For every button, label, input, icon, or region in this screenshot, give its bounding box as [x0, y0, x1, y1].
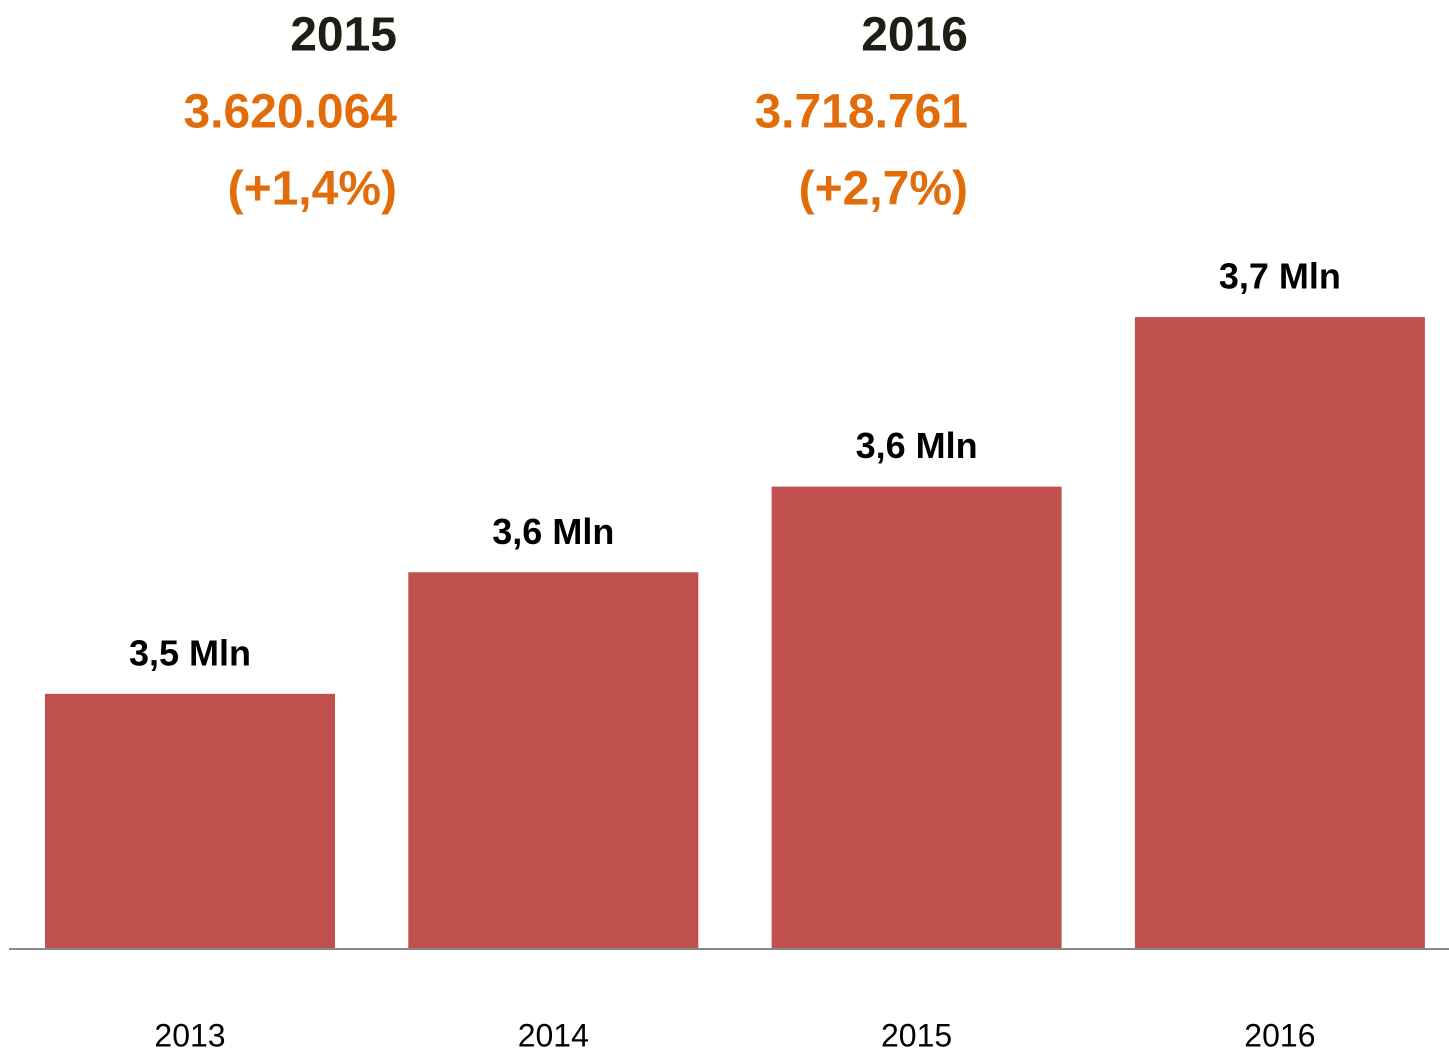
bar [1134, 317, 1425, 949]
annotation-year: 2015 [290, 9, 397, 62]
x-tick-label: 2016 [1244, 1017, 1315, 1053]
value-label: 3,6 Mln [492, 511, 614, 552]
x-tick-label: 2015 [881, 1017, 952, 1053]
bar [771, 486, 1062, 949]
bar [45, 693, 335, 949]
x-tick-label: 2014 [518, 1017, 589, 1053]
annotation-value: 3.620.064 [183, 86, 397, 139]
annotation-change: (+1,4%) [228, 163, 397, 216]
annotation-value: 3.718.761 [754, 86, 968, 139]
annotation-year: 2016 [861, 9, 968, 62]
x-tick-label: 2013 [154, 1017, 225, 1053]
annotation-change: (+2,7%) [799, 163, 968, 216]
value-label: 3,7 Mln [1219, 256, 1341, 297]
value-label: 3,5 Mln [129, 632, 251, 673]
bar [408, 572, 699, 949]
value-label: 3,6 Mln [856, 425, 978, 466]
